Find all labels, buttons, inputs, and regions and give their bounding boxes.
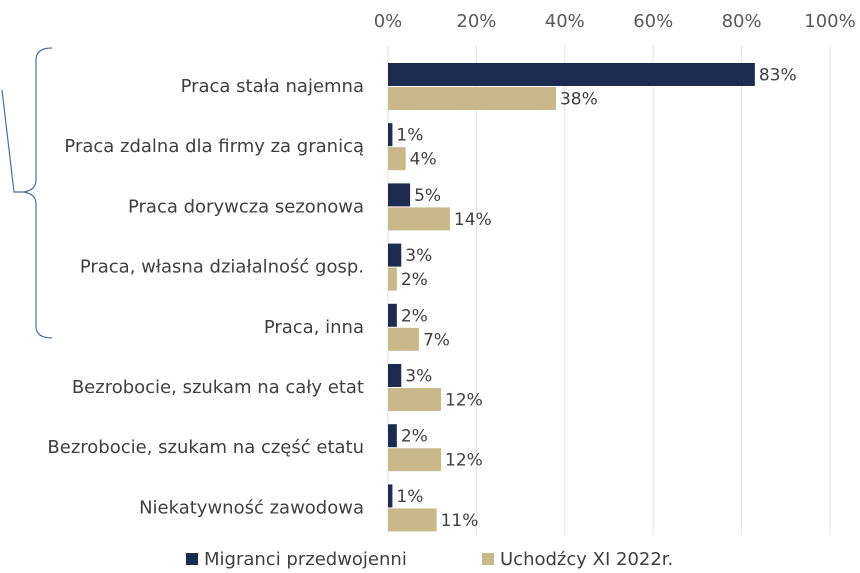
category-label: Praca dorywcza sezonowa — [128, 196, 364, 217]
bar — [388, 63, 755, 86]
bracket — [23, 47, 53, 339]
bar — [388, 207, 450, 231]
value-label: 12% — [445, 451, 483, 471]
bar — [388, 364, 402, 387]
bracket-pointer — [1, 89, 24, 193]
value-label: 4% — [410, 150, 437, 170]
value-label: 38% — [560, 90, 598, 110]
value-label: 1% — [396, 487, 423, 507]
value-label: 12% — [445, 391, 483, 411]
value-label: 3% — [405, 367, 432, 387]
category-label: Praca, własna działalność gosp. — [80, 257, 364, 278]
x-tick-label: 80% — [722, 11, 762, 32]
category-label: Praca stała najemna — [181, 76, 364, 97]
bar — [388, 303, 397, 327]
category-label: Bezrobocie, szukam na część etatu — [47, 437, 364, 458]
legend-swatch — [186, 553, 198, 565]
bar — [388, 243, 402, 267]
value-label: 3% — [405, 246, 432, 266]
x-tick-label: 40% — [545, 11, 585, 32]
bar — [388, 388, 442, 411]
x-tick-label: 60% — [633, 11, 673, 32]
value-label: 5% — [414, 186, 441, 206]
value-label: 2% — [401, 270, 428, 290]
legend-label: Migranci przedwojenni — [204, 549, 407, 570]
bar — [388, 448, 442, 472]
value-label: 11% — [441, 511, 479, 531]
x-tick-label: 0% — [374, 11, 403, 32]
bar — [388, 424, 397, 448]
category-label: Praca zdalna dla firmy za granicą — [64, 136, 364, 157]
value-label: 14% — [454, 210, 492, 230]
bar — [388, 508, 437, 532]
value-label: 2% — [401, 427, 428, 447]
value-label: 1% — [396, 126, 423, 146]
bar — [388, 183, 411, 207]
bar — [388, 87, 556, 110]
bar — [388, 484, 393, 508]
category-label: Niekatywność zawodowa — [139, 497, 364, 518]
bar — [388, 123, 393, 147]
value-label: 2% — [401, 306, 428, 326]
legend-label: Uchodźcy XI 2022r. — [500, 549, 673, 570]
legend-swatch — [482, 553, 494, 565]
value-label: 7% — [423, 330, 450, 350]
category-label: Praca, inna — [264, 317, 364, 338]
value-label: 83% — [759, 66, 797, 86]
category-label: Bezrobocie, szukam na cały etat — [72, 377, 364, 398]
bar — [388, 327, 419, 351]
bar — [388, 147, 406, 171]
x-tick-label: 100% — [804, 11, 855, 32]
bar — [388, 267, 397, 291]
x-tick-label: 20% — [456, 11, 496, 32]
